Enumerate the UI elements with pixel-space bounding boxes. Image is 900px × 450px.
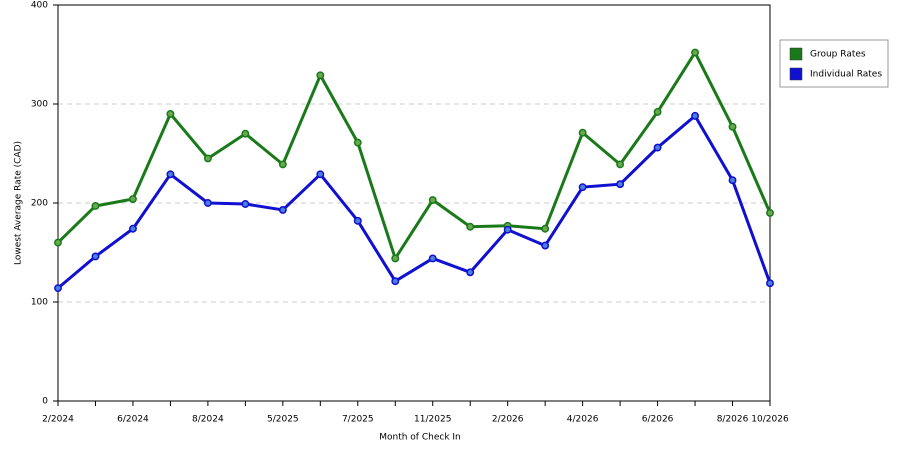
x-tick-label: 7/2025 (342, 415, 374, 425)
data-point (466, 268, 475, 277)
data-point (466, 222, 475, 231)
data-point (353, 138, 362, 147)
data-point (241, 129, 250, 138)
series-line (56, 51, 772, 260)
data-point (316, 71, 325, 80)
plot-frame (57, 4, 771, 402)
data-point (391, 277, 400, 286)
data-point (278, 160, 287, 169)
data-point (653, 143, 662, 152)
y-axis-label: Lowest Average Rate (CAD) (14, 141, 24, 265)
data-point (578, 128, 587, 137)
x-tick-label: 5/2025 (267, 415, 299, 425)
x-tick-label: 4/2026 (567, 415, 599, 425)
data-point (91, 252, 100, 261)
series-line (57, 114, 772, 290)
x-tick-label: 8/2026 (717, 415, 749, 425)
data-point (166, 109, 175, 118)
data-point (54, 284, 62, 293)
data-point (691, 111, 700, 120)
x-tick-label: 2/2026 (492, 415, 524, 425)
legend-label: Group Rates (810, 50, 866, 60)
y-tick-label: 0 (42, 397, 48, 407)
data-point (428, 196, 437, 204)
legend-swatch (789, 67, 803, 81)
data-point (616, 180, 625, 189)
data-point (128, 224, 137, 233)
data-point (653, 107, 662, 116)
data-point (616, 160, 625, 169)
data-point (203, 199, 212, 207)
data-point (503, 225, 512, 234)
data-point (541, 241, 550, 250)
data-point (728, 122, 737, 131)
data-point (391, 254, 400, 263)
y-tick-label: 400 (31, 1, 48, 11)
data-point (91, 202, 100, 210)
data-point (128, 195, 137, 203)
y-tick-label: 300 (31, 100, 48, 110)
data-point (578, 183, 587, 192)
data-point (766, 279, 774, 288)
x-tick-label: 6/2026 (642, 415, 674, 425)
legend-swatch (789, 47, 803, 61)
data-point (316, 170, 325, 179)
x-axis-label: Month of Check In (379, 433, 461, 443)
x-tick-label: 11/2025 (414, 415, 451, 425)
data-point (766, 208, 774, 217)
legend-label: Individual Rates (810, 70, 882, 80)
x-tick-label: 10/2026 (751, 415, 789, 425)
data-point (278, 205, 287, 214)
data-point (428, 254, 437, 263)
y-tick-label: 200 (31, 199, 48, 209)
x-tick-label: 8/2024 (192, 415, 224, 425)
y-tick-label: 100 (31, 298, 48, 308)
data-point (353, 216, 362, 225)
data-point (691, 48, 700, 57)
data-point (541, 224, 550, 233)
x-tick-label: 6/2024 (117, 415, 149, 425)
x-tick-label: 2/2024 (42, 415, 74, 425)
data-point (54, 238, 62, 247)
data-point (728, 176, 737, 185)
data-point (203, 154, 212, 163)
data-point (166, 170, 175, 179)
data-point (241, 200, 250, 208)
